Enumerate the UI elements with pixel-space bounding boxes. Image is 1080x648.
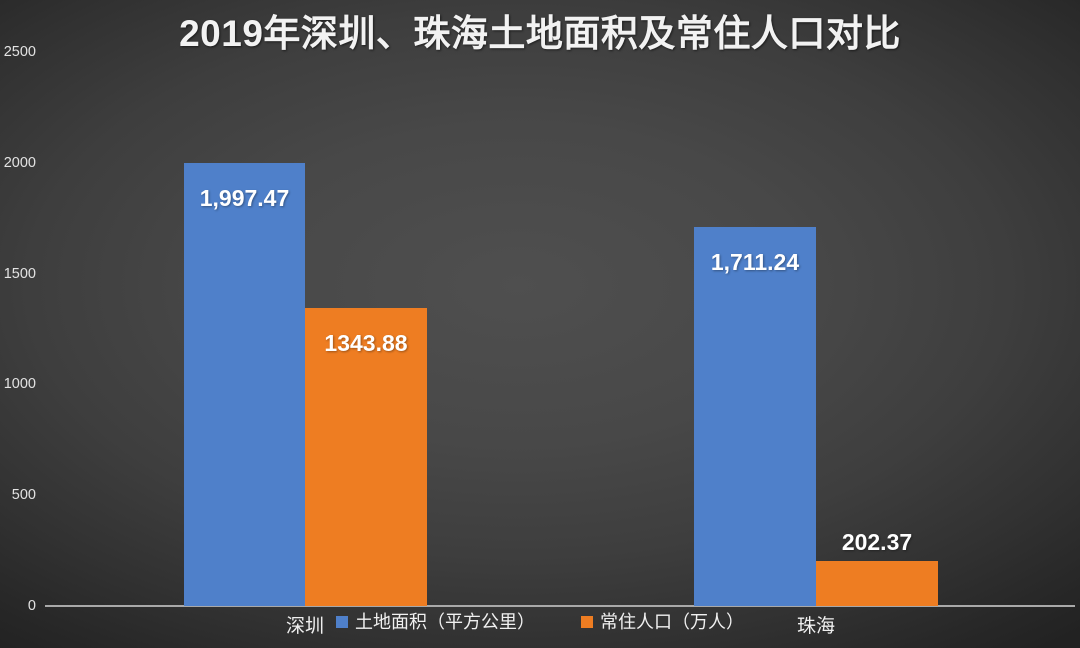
y-axis-tick-2500: 2500 <box>3 44 36 60</box>
legend-item-land-area[interactable]: 土地面积（平方公里） <box>336 610 535 634</box>
y-axis: 2500 2000 1500 1000 500 0 <box>0 45 45 614</box>
bar-shenzhen-land-area[interactable]: 1,997.47 <box>184 163 305 606</box>
y-axis-tick-500: 500 <box>11 487 36 504</box>
y-axis-tick-0: 0 <box>27 598 36 614</box>
y-axis-tick-2000: 2000 <box>3 154 36 171</box>
bar-value-label: 1343.88 <box>324 330 408 357</box>
y-axis-tick-1500: 1500 <box>3 265 36 282</box>
legend-label: 土地面积（平方公里） <box>355 612 535 632</box>
x-axis-line <box>45 605 1075 607</box>
category-label-zhuhai: 珠海 <box>796 616 836 637</box>
bar-value-label: 1,711.24 <box>710 248 800 275</box>
bar-value-label: 202.37 <box>841 529 913 556</box>
plot-area: 1,997.47 1343.88 1,711.24 202.37 <box>45 52 1075 606</box>
legend-swatch-icon <box>336 616 348 628</box>
bar-zhuhai-population[interactable]: 202.37 <box>816 529 938 606</box>
category-label-shenzhen: 深圳 <box>285 616 325 637</box>
chart-legend: 土地面积（平方公里） 常住人口（万人） <box>0 610 1080 634</box>
legend-item-population[interactable]: 常住人口（万人） <box>581 610 744 634</box>
y-axis-tick-1000: 1000 <box>3 376 36 393</box>
legend-swatch-icon <box>581 616 593 628</box>
chart-title: 2019年深圳、珠海土地面积及常住人口对比 <box>179 13 901 54</box>
bar-value-label: 1,997.47 <box>199 185 290 212</box>
bar-zhuhai-land-area[interactable]: 1,711.24 <box>694 226 816 606</box>
bar-shenzhen-population[interactable]: 1343.88 <box>305 308 427 606</box>
legend-label: 常住人口（万人） <box>600 612 744 632</box>
